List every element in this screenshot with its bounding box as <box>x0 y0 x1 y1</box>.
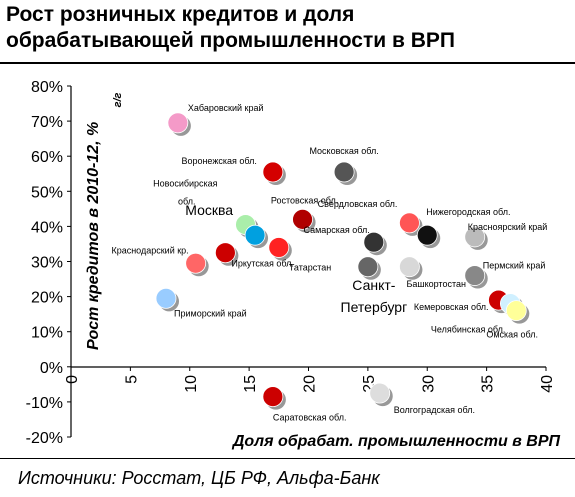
x-axis-title: Доля обрабат. промышленности в ВРП <box>231 433 561 450</box>
y-tick-label: -10% <box>26 395 63 412</box>
data-point <box>369 382 391 404</box>
y-tick-label: 60% <box>31 149 63 166</box>
data-point <box>399 212 420 234</box>
point-label: Краснодарский кр. <box>111 245 188 255</box>
x-tick-label: 20 <box>302 375 319 393</box>
title-line-1: Рост розничных кредитов и доля <box>6 3 355 26</box>
data-point <box>268 237 290 258</box>
point-label: Челябинская обл. <box>431 325 506 335</box>
points-layer <box>155 112 530 410</box>
data-point <box>363 231 385 253</box>
y-axis-title: Рост кредитов в 2010-12, % <box>85 122 102 350</box>
point-label: Татарстан <box>289 262 331 272</box>
x-tick-label: 30 <box>420 375 437 393</box>
data-point <box>464 265 486 286</box>
title-line-2: обрабатывающей промышленности в ВРП <box>6 29 455 52</box>
point-label: Санкт-Петербург <box>341 277 408 315</box>
point-label: Саратовская обл. <box>273 413 347 423</box>
point-label: Волгоградская обл. <box>394 405 475 415</box>
point-label: Московская обл. <box>309 146 378 156</box>
x-tick-label: 10 <box>183 375 200 393</box>
data-point <box>185 252 207 274</box>
x-tick-group: 5 <box>123 375 140 384</box>
title-divider <box>0 62 575 64</box>
data-point <box>399 256 420 278</box>
point-label: Хабаровский край <box>188 103 264 113</box>
labels-layer: Хабаровский край Воронежская обл. Московск… <box>111 103 547 423</box>
point-label: Ростовская обл. <box>271 195 338 205</box>
point-label: Пермский край <box>483 261 546 271</box>
x-tick-label: 15 <box>242 375 259 393</box>
point-label: Самарская обл. <box>303 225 369 235</box>
x-tick-group: 10 <box>183 375 200 393</box>
point-label: Новосибирская обл. <box>153 179 218 207</box>
data-point <box>214 242 236 264</box>
data-point <box>292 208 313 230</box>
data-point <box>333 161 355 183</box>
x-tick-label: 5 <box>123 375 140 384</box>
x-tick-group: 40 <box>539 375 556 393</box>
data-point <box>464 226 486 248</box>
source-divider <box>0 458 575 459</box>
y-tick-label: 50% <box>31 184 63 201</box>
data-point <box>167 112 189 134</box>
data-point <box>244 224 266 246</box>
point-label: Приморский край <box>174 308 247 318</box>
data-point <box>357 256 379 278</box>
point-label: Воронежская обл. <box>181 156 256 166</box>
data-point <box>262 386 284 408</box>
x-tick-group: 30 <box>420 375 437 393</box>
chart-title: Рост розничных кредитов и доля обрабатыв… <box>6 2 566 54</box>
data-point <box>155 287 177 309</box>
point-label: Красноярский край <box>468 222 548 232</box>
x-tick-group: 15 <box>242 375 259 393</box>
y-tick-label: 0% <box>40 360 63 377</box>
point-label: Москва <box>185 202 233 218</box>
point-label: Свердловская обл. <box>318 199 398 209</box>
x-tick-label: 0 <box>64 375 81 384</box>
data-point <box>416 224 438 246</box>
source-note: Источники: Росстат, ЦБ РФ, Альфа-Банк <box>18 468 380 488</box>
x-tick-label: 40 <box>539 375 556 393</box>
y-tick-label: 20% <box>31 290 63 307</box>
point-label: Омская обл. <box>486 330 538 340</box>
y-tick-label: 40% <box>31 219 63 236</box>
y-tick-label: -20% <box>26 430 63 447</box>
x-tick-label: 35 <box>480 375 497 393</box>
point-label: Иркутская обл. <box>231 259 294 269</box>
y-tick-label: 10% <box>31 325 63 342</box>
x-tick-group: 0 <box>64 375 81 384</box>
x-tick-group: 20 <box>302 375 319 393</box>
point-label: Кемеровская обл. <box>414 302 489 312</box>
y-tick-label: 30% <box>31 255 63 272</box>
y-tick-label: 80% <box>31 79 63 96</box>
axis-layer: -20% -10% 0% 10% 20% 30% 40% 50% 60% 70% 80% 0 5 10 15… <box>26 79 556 447</box>
data-point <box>505 300 527 322</box>
point-label: Башкортостан <box>406 279 466 289</box>
y-axis-subtitle: г/г <box>112 92 124 107</box>
x-tick-group: 35 <box>480 375 497 393</box>
point-label: Нижегородская обл. <box>426 207 510 217</box>
y-tick-label: 70% <box>31 114 63 131</box>
data-point <box>262 161 284 183</box>
